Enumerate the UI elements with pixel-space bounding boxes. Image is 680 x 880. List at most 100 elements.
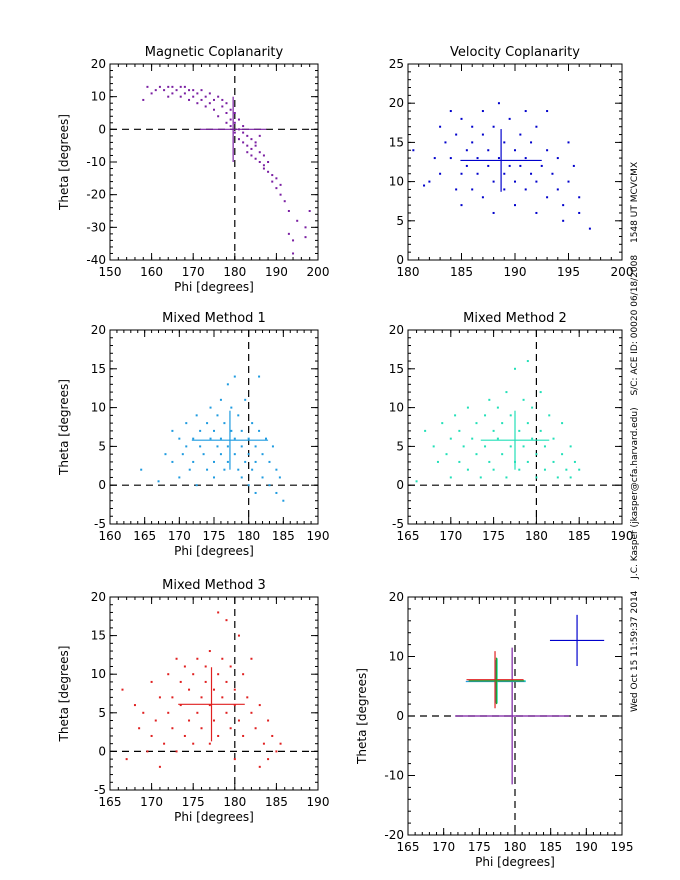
data-point [548,414,551,417]
data-point [476,172,479,175]
x-tick-label: 170 [168,529,191,543]
data-point [233,131,236,134]
data-point [226,460,229,463]
data-point [522,445,525,448]
data-point [181,453,184,456]
data-point [240,445,243,448]
data-point [217,673,220,676]
side-date: Wed Oct 15 11:59:37 2014 [630,590,640,712]
data-point [244,460,247,463]
data-point [460,172,463,175]
data-point [250,154,253,157]
data-point [484,414,487,417]
y-tick-label: 5 [98,439,106,453]
y-tick-label: 5 [396,439,404,453]
data-point [258,375,261,378]
data-point [157,480,160,483]
data-point [503,172,506,175]
y-axis-label: Theta [degrees] [57,646,71,743]
data-point [150,92,153,95]
data-point [200,727,203,730]
data-point [271,734,274,737]
data-point [441,422,444,425]
data-point [497,102,500,105]
data-point [462,445,465,448]
data-point [216,414,219,417]
data-point [492,180,495,183]
data-point [531,406,534,409]
data-point [246,144,249,147]
data-point [578,211,581,214]
y-tick-label: 20 [91,590,106,604]
data-point [188,719,191,722]
data-point [247,437,250,440]
data-point [185,422,188,425]
data-point [233,437,236,440]
x-tick-label: 190 [307,795,330,809]
data-point [268,460,271,463]
data-point [556,157,559,160]
data-point [283,200,286,203]
data-point [423,184,426,187]
y-tick-label: 10 [389,175,404,189]
data-point [460,117,463,120]
data-point [250,657,253,660]
data-point [449,110,452,113]
data-point [142,98,145,101]
data-point [540,164,543,167]
side-spacecraft: S/C: ACE ID: 00020 06/18/2008 [630,254,640,396]
data-point [229,665,232,668]
data-point [556,476,559,479]
data-point [229,125,232,128]
data-point [279,193,282,196]
data-point [524,110,527,113]
data-point [242,125,245,128]
data-point [267,719,270,722]
data-point [192,460,195,463]
y-axis-label: Theta [degrees] [57,379,71,476]
data-point [154,719,157,722]
data-point [296,219,299,222]
data-point [233,688,236,691]
data-point [262,164,265,167]
data-point [254,727,257,730]
data-point [546,149,549,152]
data-point [213,98,215,101]
x-tick-label: 190 [265,265,288,279]
data-point [543,445,546,448]
data-point [433,157,436,160]
x-tick-label: 200 [307,265,330,279]
data-point [229,108,232,111]
data-point [526,360,529,363]
data-point [546,110,549,113]
data-point [171,92,174,95]
data-point [142,711,145,714]
data-point [219,437,222,440]
data-point [192,437,195,440]
data-point [445,453,448,456]
data-point [213,719,215,722]
data-point [258,429,261,432]
data-point [167,95,170,98]
data-point [204,680,207,683]
data-point [246,134,249,137]
y-tick-label: -10 [384,769,404,783]
x-tick-label: 150 [99,265,122,279]
data-point [518,429,521,432]
data-point [254,460,257,463]
data-point [196,92,199,95]
data-point [424,429,427,432]
y-tick-label: 15 [91,362,106,376]
data-point [150,734,153,737]
data-point [466,468,469,471]
data-point [223,468,226,471]
data-point [206,468,209,471]
data-point [569,476,572,479]
data-point [439,125,442,128]
x-tick-label: 175 [203,529,226,543]
data-point [250,138,253,141]
data-point [552,437,555,440]
data-point [217,611,220,614]
data-point [188,688,191,691]
data-point [242,131,245,134]
